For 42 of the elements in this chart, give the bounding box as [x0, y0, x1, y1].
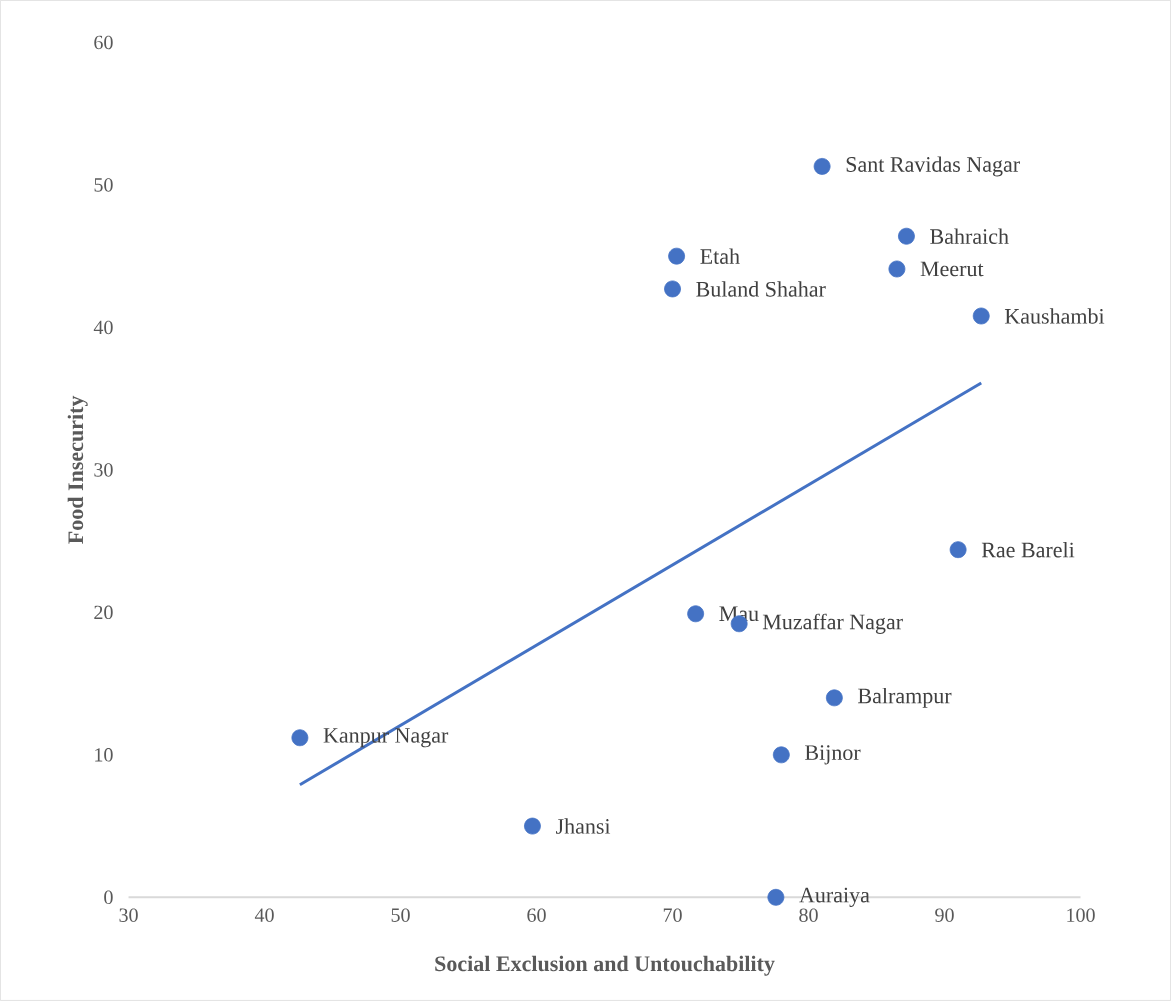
annotation: Bijnor: [805, 745, 861, 765]
y-tick-label: 60: [94, 35, 113, 50]
point: [664, 280, 681, 298]
point: [291, 729, 309, 747]
point: [825, 689, 843, 707]
point: [767, 888, 785, 906]
annotation: Jhansi: [556, 818, 611, 834]
point: [772, 746, 790, 764]
y-tick-label: 50: [94, 178, 113, 192]
point: [813, 158, 831, 175]
x-tick-label: 40: [254, 908, 274, 922]
annotation: Sant Ravidas Nagar: [846, 156, 1020, 177]
point: [949, 541, 967, 559]
annotation: Auraiya: [799, 887, 870, 908]
annotation: Kaushambi: [1004, 308, 1105, 324]
x-tick-label: 60: [527, 908, 546, 922]
y-tick-label: 20: [94, 605, 113, 620]
annotation: Rae Bareli: [981, 542, 1075, 558]
point: [972, 307, 990, 325]
x-tick-label: 90: [935, 908, 954, 922]
point: [668, 247, 686, 265]
x-tick-label: 30: [119, 908, 138, 922]
point: [898, 227, 915, 245]
y-tick-label: 40: [93, 320, 113, 335]
annotation: Balrampur: [858, 687, 952, 708]
annotation: Muzaffar Nagar: [762, 613, 903, 634]
y-tick-label: 10: [95, 748, 113, 762]
annotation: Bahraich: [930, 228, 1009, 245]
x-tick-label: 50: [391, 908, 410, 922]
annotation: Buland Shahar: [696, 281, 826, 297]
x-tick-label: 80: [799, 908, 818, 922]
x-tick-label: 100: [1067, 908, 1095, 922]
x-axis-title: Social Exclusion and Untouchability: [435, 955, 775, 976]
point: [687, 605, 705, 623]
x-tick-label: 70: [663, 908, 682, 922]
annotation: Etah: [700, 248, 740, 264]
annotation: Meerut: [920, 261, 984, 277]
y-axis-title: Food Insecurity: [67, 395, 88, 544]
y-tick-label: 0: [104, 890, 113, 905]
point: [524, 817, 541, 835]
y-tick-label: 30: [94, 463, 113, 477]
point: [888, 260, 906, 278]
